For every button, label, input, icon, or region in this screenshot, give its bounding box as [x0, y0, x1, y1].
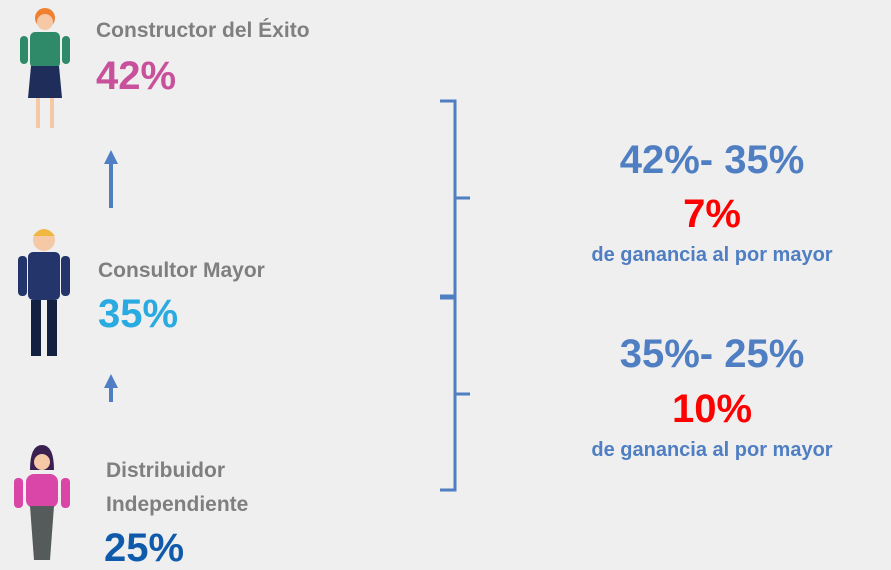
- figure-constructor: [20, 8, 70, 128]
- difference-caption: de ganancia al por mayor: [512, 440, 891, 460]
- level-rate: 42%: [96, 56, 176, 96]
- brace: [440, 101, 470, 490]
- figure-consultor: [18, 229, 70, 356]
- difference-formula: 35%- 25%: [512, 334, 891, 374]
- level-name: Independiente: [106, 494, 248, 515]
- level-rate: 35%: [98, 294, 178, 334]
- page: Constructor del Éxito 42% Consultor Mayo…: [0, 0, 891, 564]
- difference-caption: de ganancia al por mayor: [512, 245, 891, 265]
- difference-result: 7%: [512, 194, 891, 234]
- level-name: Consultor Mayor: [98, 260, 265, 281]
- difference-formula: 42%- 35%: [512, 140, 891, 180]
- level-name: Distribuidor: [106, 460, 225, 481]
- figure-distribuidor: [14, 445, 70, 560]
- level-rate: 25%: [104, 528, 184, 568]
- level-name: Constructor del Éxito: [96, 20, 310, 41]
- difference-result: 10%: [512, 389, 891, 429]
